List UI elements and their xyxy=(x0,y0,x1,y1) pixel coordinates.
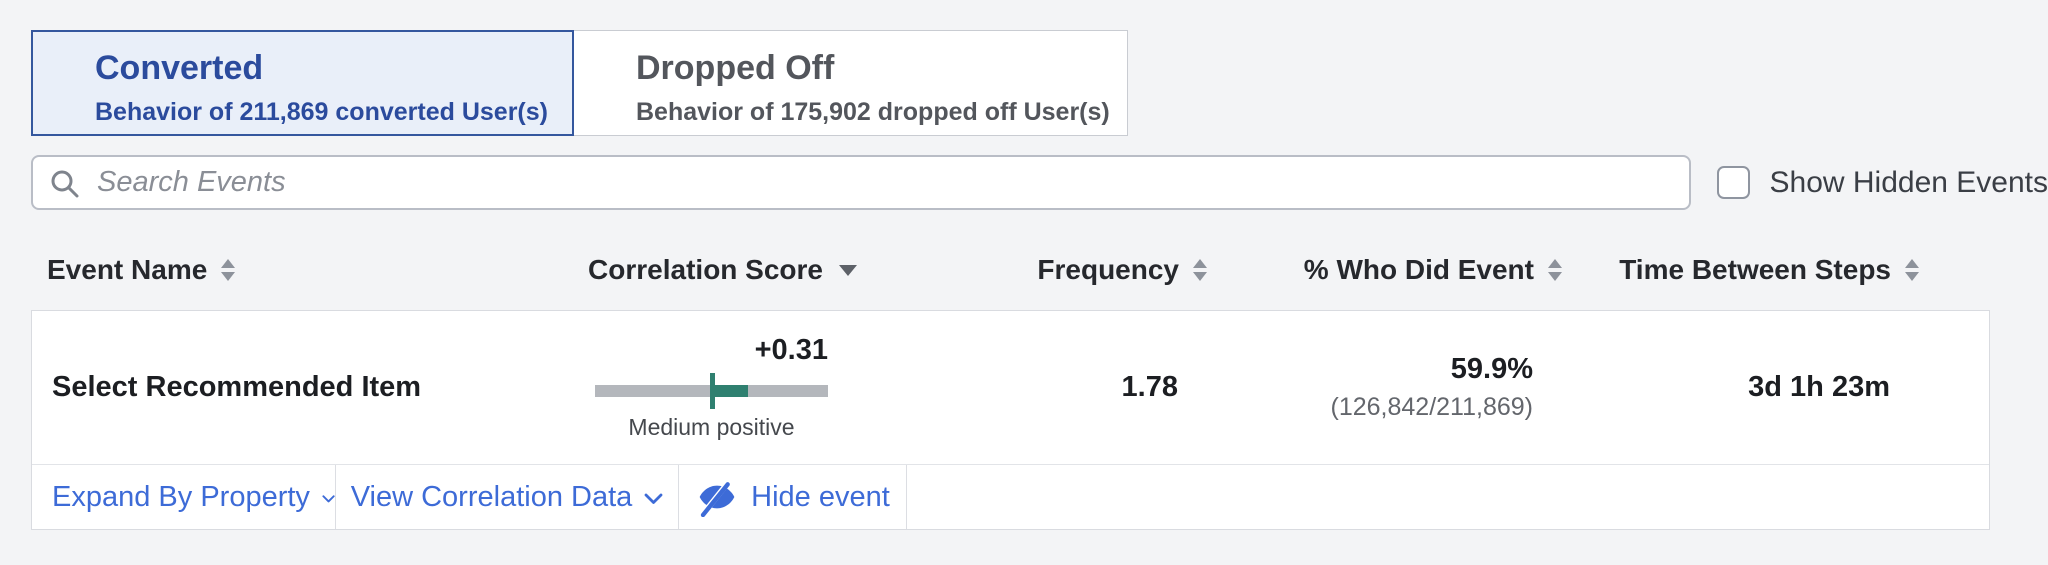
time-between-steps-cell: 3d 1h 23m xyxy=(1569,311,1926,464)
column-header-event-name[interactable]: Event Name xyxy=(31,254,558,286)
chevron-down-icon xyxy=(644,493,663,504)
correlation-score-value: +0.31 xyxy=(754,334,828,366)
expand-by-property-button[interactable]: Expand By Property xyxy=(32,465,336,529)
column-header-time-between-steps[interactable]: Time Between Steps xyxy=(1568,254,1925,286)
sort-arrows-icon xyxy=(1905,259,1919,281)
page: Converted Behavior of 211,869 converted … xyxy=(31,30,2048,530)
column-label: Time Between Steps xyxy=(1619,254,1891,285)
hide-event-button[interactable]: Hide event xyxy=(679,465,907,529)
event-row-card: Select Recommended Item +0.31 Medium pos… xyxy=(31,310,1990,530)
sort-arrows-icon xyxy=(1193,259,1207,281)
tab-converted-subtitle: Behavior of 211,869 converted User(s) xyxy=(95,97,548,126)
view-correlation-data-button[interactable]: View Correlation Data xyxy=(336,465,679,529)
table-header: Event Name Correlation Score Frequency %… xyxy=(31,254,1990,286)
frequency-value: 1.78 xyxy=(1121,371,1178,403)
column-label: Correlation Score xyxy=(588,254,823,285)
event-name: Select Recommended Item xyxy=(52,371,422,403)
sort-desc-icon xyxy=(839,264,857,276)
sort-arrows-icon xyxy=(221,259,236,281)
correlation-bar xyxy=(595,373,828,409)
search-box xyxy=(31,155,1691,210)
tab-dropped-off[interactable]: Dropped Off Behavior of 175,902 dropped … xyxy=(574,30,1128,136)
search-events-input[interactable] xyxy=(31,155,1691,210)
frequency-cell: 1.78 xyxy=(864,311,1214,464)
view-correlation-data-label: View Correlation Data xyxy=(350,480,633,513)
column-header-pct-who-did-event[interactable]: % Who Did Event xyxy=(1213,254,1568,286)
expand-by-property-label: Expand By Property xyxy=(52,480,310,513)
pct-who-did-event-cell: 59.9% (126,842/211,869) xyxy=(1214,311,1569,464)
sort-arrows-icon xyxy=(1548,259,1562,281)
correlation-score-cell: +0.31 Medium positive xyxy=(559,311,864,464)
tab-converted-title: Converted xyxy=(95,49,264,87)
table-row: Select Recommended Item +0.31 Medium pos… xyxy=(32,311,1989,464)
column-header-frequency[interactable]: Frequency xyxy=(863,254,1213,286)
column-label: Event Name xyxy=(47,254,208,285)
correlation-fill xyxy=(711,385,748,397)
pct-fraction: (126,842/211,869) xyxy=(1330,393,1533,421)
show-hidden-label: Show Hidden Events xyxy=(1769,165,2048,199)
row-actions: Expand By Property View Correlation Data… xyxy=(32,464,1989,529)
converted-dropped-tabs: Converted Behavior of 211,869 converted … xyxy=(31,30,2048,136)
pct-value: 59.9% xyxy=(1450,353,1533,385)
hide-event-label: Hide event xyxy=(751,480,890,513)
eye-off-icon xyxy=(699,479,735,517)
column-label: Frequency xyxy=(1037,254,1179,285)
column-header-correlation-score[interactable]: Correlation Score xyxy=(558,254,863,286)
search-row: Show Hidden Events xyxy=(31,155,2048,210)
search-icon xyxy=(51,170,79,198)
time-between-steps-value: 3d 1h 23m xyxy=(1748,371,1890,403)
correlation-zero-tick xyxy=(709,373,715,409)
tab-converted[interactable]: Converted Behavior of 211,869 converted … xyxy=(31,30,574,136)
correlation-strength-label: Medium positive xyxy=(628,414,795,440)
chevron-down-icon xyxy=(322,495,335,503)
tab-dropped-off-title: Dropped Off xyxy=(636,49,835,87)
column-label: % Who Did Event xyxy=(1303,254,1534,285)
tab-dropped-off-subtitle: Behavior of 175,902 dropped off User(s) xyxy=(636,97,1110,126)
show-hidden-checkbox[interactable] xyxy=(1716,166,1750,199)
